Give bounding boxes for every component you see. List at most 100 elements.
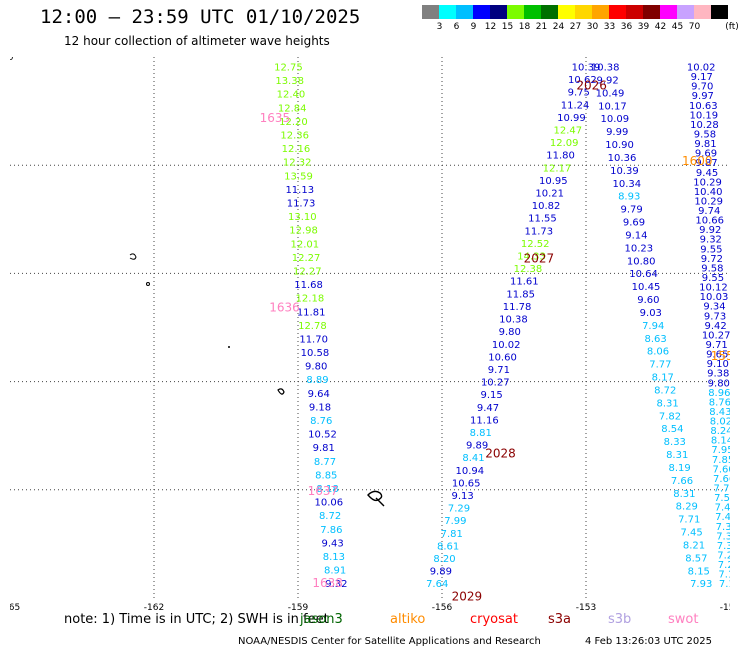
- legend-label: 39: [637, 22, 650, 32]
- wave-height-value: 9.87: [695, 158, 717, 169]
- wave-height-value: 7.93: [690, 579, 712, 590]
- island-outline: [367, 490, 385, 507]
- wave-height-value: 10.49: [596, 88, 625, 99]
- pass-time-label: 1635: [260, 111, 291, 125]
- wave-height-value: 9.75: [568, 88, 590, 99]
- wave-height-value: 9.97: [692, 91, 714, 102]
- wave-height-value: 7.37: [716, 522, 730, 533]
- wave-height-value: 10.02: [687, 63, 716, 74]
- legend-label: 70: [688, 22, 701, 32]
- legend-label: 36: [620, 22, 633, 32]
- wave-height-value: 9.42: [704, 321, 726, 332]
- note-label: note: 1) Time is in UTC; 2) SWH is in fe…: [64, 612, 329, 627]
- wave-height-value: 10.27: [702, 330, 730, 341]
- footer-timestamp: 4 Feb 13:26:03 UTC 2025: [585, 636, 712, 647]
- legend-label: 45: [671, 22, 684, 32]
- wave-height-value: 11.73: [287, 198, 316, 209]
- wave-height-value: 9.47: [477, 403, 499, 414]
- wave-height-value: 10.62: [568, 75, 597, 86]
- wave-height-value: 7.85: [712, 455, 730, 466]
- legend-label: 27: [569, 22, 582, 32]
- island-outline: [277, 388, 285, 395]
- wave-height-value: 9.58: [694, 129, 716, 140]
- wave-height-value: 12.78: [298, 321, 327, 332]
- pass-time-label: 2027: [524, 252, 555, 266]
- wave-height-value: 8.96: [708, 388, 730, 399]
- wave-height-value: 9.10: [707, 359, 729, 370]
- wave-height-value: 10.82: [532, 201, 561, 212]
- wave-height-value: 13.59: [284, 171, 313, 182]
- wave-height-value: 8.77: [314, 457, 336, 468]
- pass-time-label: 1637: [308, 484, 339, 498]
- wave-height-value: 7.81: [441, 529, 463, 540]
- wave-height-value: 9.55: [700, 244, 722, 255]
- note-text: note: 1) Time is in UTC; 2) SWH is in fe…: [64, 612, 329, 627]
- wave-height-value: 12.40: [277, 90, 306, 101]
- wave-height-value: 10.65: [452, 478, 481, 489]
- wave-height-value: 11.24: [561, 100, 590, 111]
- wave-height-value: 8.54: [661, 424, 683, 435]
- legend-swatch: [643, 5, 660, 19]
- wave-height-value: 10.36: [608, 153, 637, 164]
- wave-height-value: 10.21: [535, 189, 564, 200]
- wave-height-value: 10.52: [308, 430, 337, 441]
- satellite-s3a: s3a: [548, 612, 572, 627]
- legend-label: 30: [586, 22, 599, 32]
- wave-height-value: 8.31: [656, 398, 678, 409]
- wave-height-value: 8.13: [323, 552, 345, 563]
- wave-height-value: 12.38: [514, 264, 543, 275]
- legend-swatch: [626, 5, 643, 19]
- wave-height-value: 8.89: [306, 375, 328, 386]
- wave-height-value: 9.13: [451, 491, 473, 502]
- wave-height-value: 8.14: [711, 436, 730, 447]
- wave-height-value: 9.79: [620, 205, 642, 216]
- wave-height-value: 9.15: [481, 390, 503, 401]
- wave-height-value: 9.60: [637, 295, 659, 306]
- wave-height-value: 10.45: [632, 282, 661, 293]
- legend-swatch: [524, 5, 541, 19]
- wave-height-value: 7.66: [713, 474, 730, 485]
- wave-height-value: 10.39: [610, 166, 639, 177]
- wave-height-value: 9.72: [701, 254, 723, 265]
- wave-height-value: 9.81: [313, 443, 335, 454]
- wave-height-value: 11.78: [503, 302, 532, 313]
- wave-height-value: 9.80: [708, 378, 730, 389]
- wave-height-plot: -165-162-159-156-153-150024681012.7513.3…: [10, 57, 730, 613]
- wave-height-value: 13.10: [288, 212, 317, 223]
- wave-height-value: 9.71: [706, 340, 728, 351]
- wave-height-value: 10.38: [499, 315, 528, 326]
- wave-height-value: 8.15: [688, 566, 710, 577]
- wave-height-value: 14.33: [517, 252, 546, 263]
- legend-label: 6: [453, 22, 460, 32]
- wave-height-value: 12.17: [543, 163, 572, 174]
- wave-height-value: 8.18: [316, 484, 338, 495]
- wave-height-value: 11.16: [470, 415, 499, 426]
- wave-height-value: 10.19: [690, 110, 719, 121]
- pass-time-label: 1638: [312, 576, 343, 590]
- wave-height-value: 8.06: [647, 347, 669, 358]
- wave-height-value: 7.35: [716, 531, 730, 542]
- wave-height-value: 12.52: [521, 239, 550, 250]
- pass-time-label: 1559: [711, 349, 730, 363]
- wave-height-value: 9.43: [321, 538, 343, 549]
- wave-height-value: 10.39: [572, 63, 601, 74]
- wave-height-value: 8.41: [462, 453, 484, 464]
- wave-height-value: 11.73: [524, 226, 553, 237]
- wave-height-value: 9.64: [308, 389, 330, 400]
- wave-height-value: 10.09: [600, 114, 629, 125]
- x-tick-label: -162: [144, 603, 164, 613]
- pass-time-label: 1600: [682, 154, 713, 168]
- wave-height-value: 12.09: [550, 138, 579, 149]
- wave-height-value: 9.70: [691, 82, 713, 93]
- wave-height-value: 11.61: [510, 277, 539, 288]
- wave-height-value: 10.40: [694, 187, 723, 198]
- wave-height-value: 9.17: [691, 72, 713, 83]
- wave-height-value: 8.91: [324, 566, 346, 577]
- wave-height-value: 10.63: [689, 101, 718, 112]
- wave-height-value: 11.80: [546, 151, 575, 162]
- wave-height-value: 9.99: [606, 127, 628, 138]
- wave-height-value: 9.73: [704, 311, 726, 322]
- wave-height-value: 8.20: [433, 554, 455, 565]
- legend-unit: (ft): [725, 22, 739, 32]
- wave-height-value: 13.38: [275, 76, 304, 87]
